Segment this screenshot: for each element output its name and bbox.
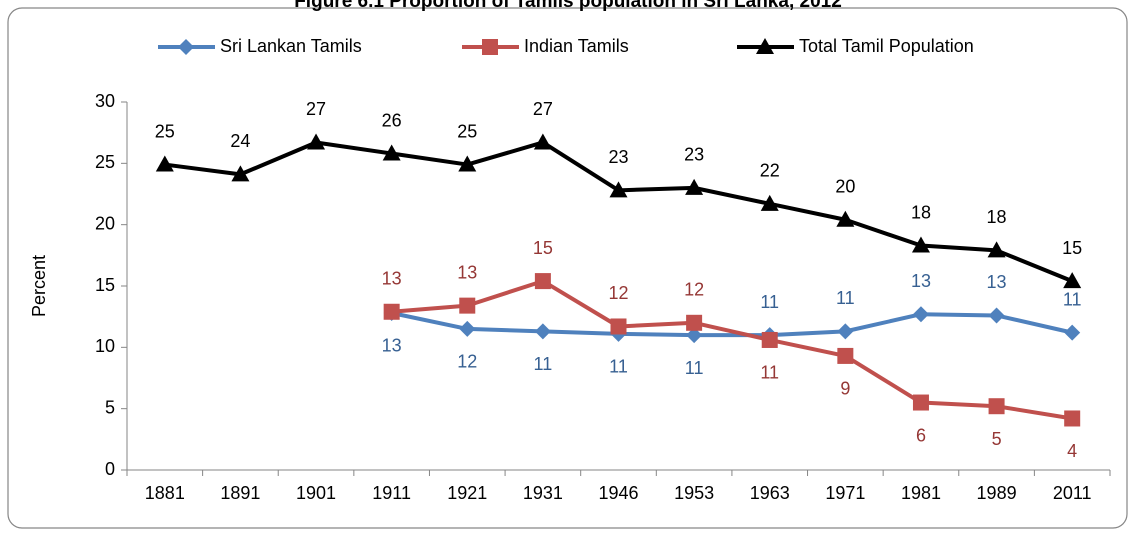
legend-label: Sri Lankan Tamils (220, 36, 362, 56)
y-tick-label: 25 (95, 152, 115, 172)
data-label: 27 (306, 99, 326, 119)
data-label: 13 (987, 272, 1007, 292)
data-label: 9 (840, 379, 850, 399)
data-label: 11 (760, 363, 779, 383)
x-tick-label: 1989 (977, 483, 1017, 503)
data-label: 18 (987, 207, 1007, 227)
marker (686, 327, 703, 344)
legend-label: Indian Tamils (524, 36, 629, 56)
marker (987, 241, 1006, 258)
x-tick-label: 1901 (296, 483, 336, 503)
x-tick-label: 1971 (825, 483, 865, 503)
x-tick-label: 2011 (1053, 483, 1092, 503)
data-label: 25 (457, 121, 477, 141)
marker (458, 155, 477, 172)
data-label: 11 (760, 292, 779, 312)
marker (482, 39, 498, 55)
marker (988, 307, 1005, 324)
marker (459, 320, 476, 337)
marker (988, 398, 1005, 415)
marker (533, 133, 552, 150)
data-label: 18 (911, 202, 931, 222)
marker (534, 323, 551, 340)
x-tick-label: 1911 (372, 483, 411, 503)
x-tick-label: 1921 (447, 483, 487, 503)
marker (912, 306, 929, 323)
data-label: 27 (533, 99, 553, 119)
marker (685, 178, 704, 195)
data-label: 6 (916, 425, 926, 445)
data-label: 13 (382, 269, 402, 289)
marker (231, 165, 250, 182)
marker (686, 314, 703, 331)
marker (534, 273, 551, 290)
x-tick-label: 1881 (145, 483, 185, 503)
marker (1064, 410, 1081, 427)
data-label: 22 (760, 161, 780, 181)
data-label: 11 (685, 358, 704, 378)
marker (836, 210, 855, 227)
data-label: 11 (609, 357, 628, 377)
marker (307, 133, 326, 150)
marker (837, 323, 854, 340)
x-tick-label: 1891 (220, 483, 260, 503)
marker (912, 394, 929, 411)
y-axis-label: Percent (29, 255, 49, 317)
chart-border (7, 7, 1128, 529)
marker (383, 303, 400, 320)
marker (760, 194, 779, 211)
marker (610, 318, 627, 335)
series-line (391, 311, 1073, 338)
data-label: 20 (835, 177, 855, 197)
marker (761, 331, 778, 348)
marker (459, 297, 476, 314)
data-label: 13 (911, 271, 931, 291)
data-label: 4 (1067, 441, 1077, 461)
marker (178, 39, 194, 55)
data-label: 11 (534, 354, 553, 374)
y-tick-label: 0 (105, 459, 115, 479)
data-label: 12 (457, 352, 477, 372)
data-label: 13 (457, 262, 477, 282)
marker (1064, 324, 1081, 341)
data-label: 12 (684, 280, 704, 300)
data-label: 11 (836, 288, 855, 308)
legend-label: Total Tamil Population (799, 36, 974, 56)
marker (1063, 272, 1082, 289)
x-tick-label: 1931 (523, 483, 563, 503)
series-line (391, 279, 1073, 421)
y-tick-label: 20 (95, 213, 115, 233)
x-tick-label: 1981 (901, 483, 941, 503)
marker (382, 144, 401, 161)
data-label: 12 (608, 283, 628, 303)
marker (756, 38, 774, 54)
y-tick-label: 30 (95, 91, 115, 111)
y-tick-label: 15 (95, 275, 115, 295)
data-label: 24 (230, 131, 250, 151)
x-tick-label: 1963 (750, 483, 790, 503)
x-tick-label: 1953 (674, 483, 714, 503)
y-tick-label: 10 (95, 336, 115, 356)
data-label: 13 (382, 336, 402, 356)
x-tick-label: 1946 (598, 483, 638, 503)
marker (837, 347, 854, 364)
data-label: 23 (684, 145, 704, 165)
data-label: 26 (382, 110, 402, 130)
marker (155, 155, 174, 172)
data-label: 11 (1063, 289, 1082, 309)
data-label: 15 (1062, 238, 1082, 258)
data-label: 23 (608, 147, 628, 167)
data-label: 25 (155, 121, 175, 141)
marker (609, 181, 628, 198)
marker (911, 236, 930, 253)
y-tick-label: 5 (105, 397, 115, 417)
chart-title: Figure 6.1 Proportion of Tamils populati… (294, 0, 842, 12)
data-label: 15 (533, 238, 553, 258)
data-label: 5 (992, 429, 1002, 449)
